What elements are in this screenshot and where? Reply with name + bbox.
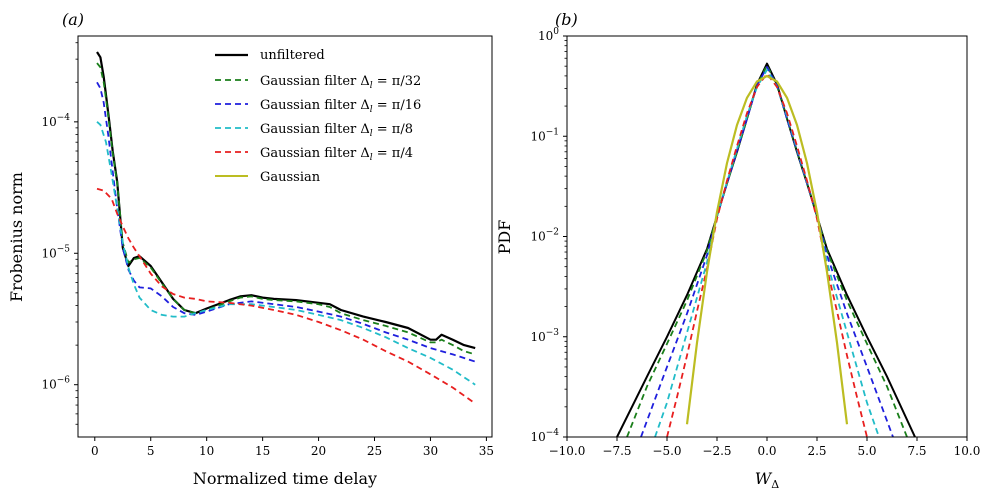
legend-lines: [215, 53, 248, 177]
series-line-a-4: [96, 187, 476, 405]
ytick-label: 10−4: [530, 428, 559, 444]
xtick-label: 5.0: [857, 444, 876, 458]
xtick-label: 2.5: [807, 444, 826, 458]
ytick-label: 10−2: [530, 228, 559, 244]
ytick-label: 10−4: [41, 113, 70, 129]
panel-a: (a) 0 5 10 15 20 25 30 35 10−6 10−5 10−4 Normaliz…: [7, 10, 494, 488]
xtick-label: 5: [147, 444, 155, 458]
xtick-label: −7.5: [602, 444, 631, 458]
xtick-label: 15: [255, 444, 270, 458]
panel-b-xticks: −10.0 −7.5 −5.0 −2.5 0.0 2.5 5.0 7.5 10.0: [549, 437, 981, 458]
series-line-a-2: [96, 81, 476, 363]
xtick-label: 0.0: [757, 444, 776, 458]
series-line-b-0: [616, 62, 916, 437]
ytick-label: 10−1: [530, 127, 559, 143]
panel-b-xlabel: WΔ: [755, 469, 779, 491]
panel-a-frame: [77, 35, 493, 438]
panel-a-ylabel: Frobenius norm: [7, 172, 26, 302]
xtick-label: 10: [199, 444, 214, 458]
panel-b-label: (b): [555, 10, 578, 29]
ytick-label: 10−3: [530, 328, 559, 344]
ytick-label: 10−6: [41, 376, 70, 392]
series-line-a-3: [96, 121, 476, 386]
series-line-b-3: [654, 68, 880, 437]
xtick-label: −10.0: [549, 444, 586, 458]
series-line-a-1: [96, 62, 476, 356]
panel-b-yticks: 10−4 10−3 10−2 10−1 100: [530, 27, 567, 444]
xtick-label: 30: [423, 444, 438, 458]
legend-label-pi4: Gaussian filter Δl = π/4: [260, 146, 413, 163]
legend-label-pi8: Gaussian filter Δl = π/8: [260, 122, 413, 139]
panel-a-label: (a): [62, 10, 84, 29]
series-line-b-5: [685, 74, 849, 425]
series-line-b-1: [626, 64, 908, 437]
legend-label-gaussian: Gaussian: [260, 170, 321, 185]
xtick-label: −2.5: [702, 444, 731, 458]
panel-b: (b) −10.0 −7.5 −5.0 −2.5 0.0 2.5 5.0 7.5 10.0 10…: [495, 10, 980, 491]
xtick-label: 20: [311, 444, 326, 458]
xtick-label: 0: [91, 444, 99, 458]
ytick-label: 10−5: [41, 244, 70, 260]
xtick-label: −5.0: [652, 444, 681, 458]
series-line-b-2: [640, 66, 894, 437]
legend: unfiltered Gaussian filter Δl = π/32 Gau…: [215, 48, 421, 185]
legend-label-pi16: Gaussian filter Δl = π/16: [260, 98, 421, 115]
legend-label-pi32: Gaussian filter Δl = π/32: [260, 74, 421, 91]
xtick-label: 25: [367, 444, 382, 458]
panel-a-xlabel: Normalized time delay: [193, 469, 377, 488]
series-line-b-4: [666, 72, 868, 437]
legend-label-unfiltered: unfiltered: [260, 48, 325, 63]
xtick-label: 35: [479, 444, 494, 458]
panel-b-plot: [616, 62, 916, 437]
xtick-label: 10.0: [954, 444, 981, 458]
panel-b-ylabel: PDF: [495, 220, 514, 255]
panel-a-yticks: 10−6 10−5 10−4: [41, 42, 78, 425]
xtick-label: 7.5: [907, 444, 926, 458]
ytick-label: 100: [538, 27, 559, 43]
panel-a-xticks: 0 5 10 15 20 25 30 35: [91, 437, 494, 458]
panel-b-frame: [566, 35, 968, 438]
series-line-a-0: [96, 51, 476, 350]
panel-a-plot: [96, 51, 476, 405]
